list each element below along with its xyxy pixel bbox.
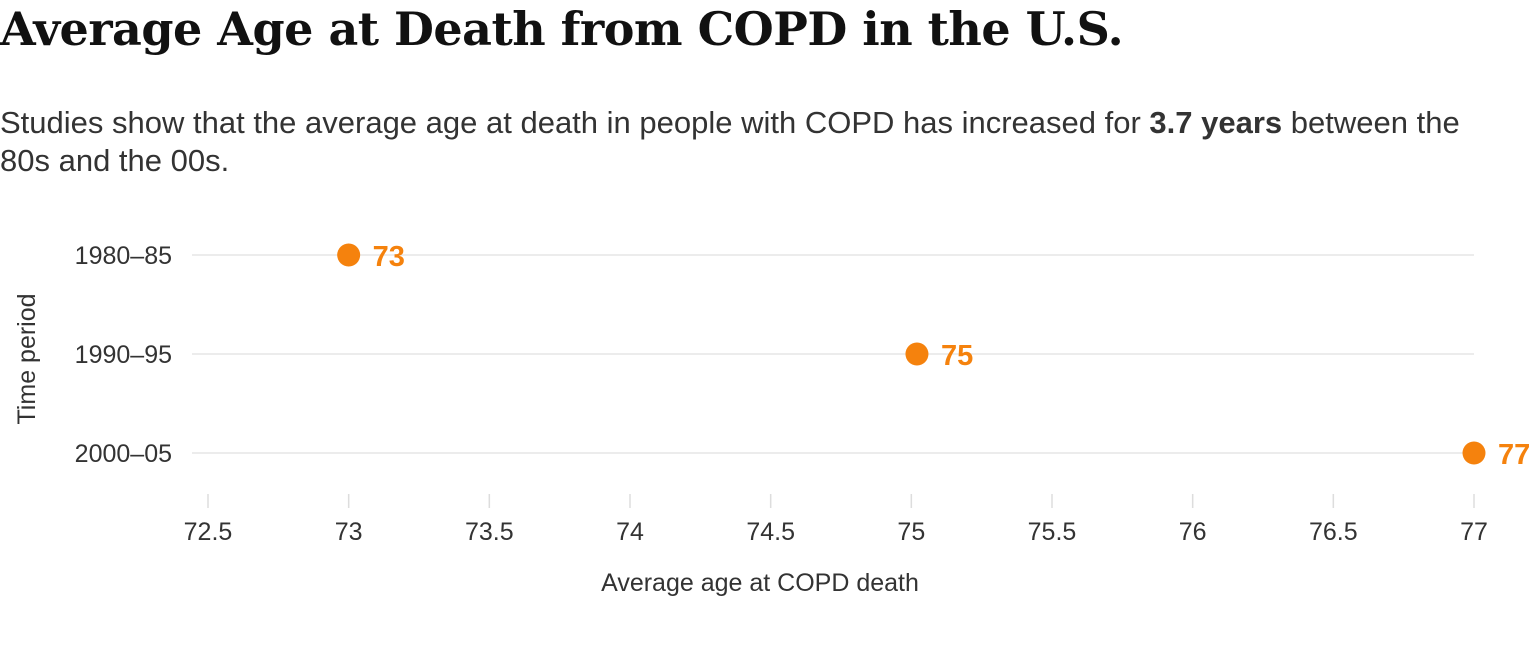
subtitle-text-end: between the 80s and the 00s. — [0, 105, 1460, 178]
x-tick-label: 75.5 — [1028, 518, 1077, 546]
y-tick-label: 1990–95 — [75, 341, 172, 369]
x-tick-label: 75 — [897, 518, 925, 546]
chart-subtitle: Studies show that the average age at dea… — [0, 104, 1480, 180]
data-label: 73 — [373, 241, 405, 273]
data-points: 73 75 77 — [337, 241, 1530, 471]
x-tick-label: 74.5 — [746, 518, 795, 546]
y-tick-label: 1980–85 — [75, 242, 172, 270]
x-tick-label: 76.5 — [1309, 518, 1358, 546]
x-axis-title: Average age at COPD death — [601, 569, 919, 597]
x-tick-label: 77 — [1460, 518, 1488, 546]
x-tick-label: 73 — [335, 518, 363, 546]
x-tick-label: 76 — [1179, 518, 1207, 546]
data-point — [1462, 441, 1486, 465]
x-tick-label: 74 — [616, 518, 644, 546]
y-axis-title: Time period — [13, 293, 41, 424]
data-label: 77 — [1498, 439, 1530, 471]
y-tick-label: 2000–05 — [75, 440, 172, 468]
data-point — [337, 243, 361, 267]
data-point — [905, 342, 929, 366]
x-tick-label: 72.5 — [184, 518, 233, 546]
y-axis: 1980–85 1990–95 2000–05 — [75, 242, 172, 468]
subtitle-text-start: Studies show that the average age at dea… — [0, 105, 1150, 140]
chart-title: Average Age at Death from COPD in the U.… — [0, 2, 1124, 56]
x-axis: 72.5 73 73.5 74 74.5 75 75.5 76 76.5 77 — [184, 494, 1488, 546]
data-label: 75 — [941, 340, 973, 372]
grid-lines — [192, 254, 1474, 454]
x-tick-label: 73.5 — [465, 518, 514, 546]
subtitle-highlight: 3.7 years — [1149, 105, 1283, 140]
